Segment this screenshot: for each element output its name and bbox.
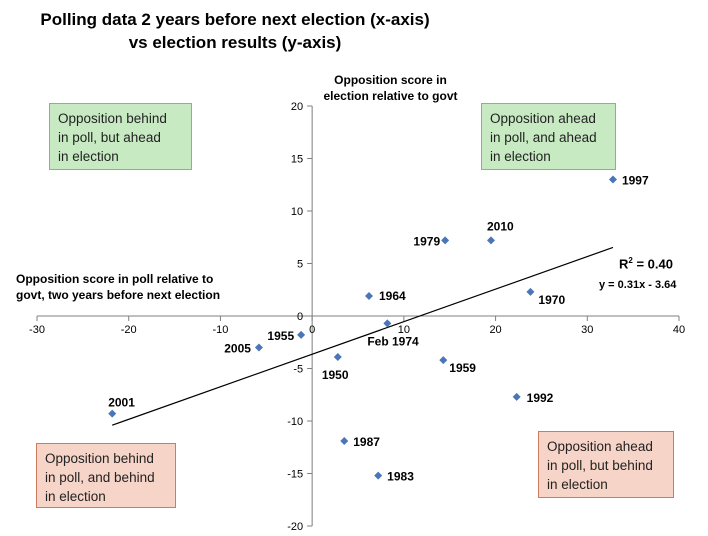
data-label-feb-1974: Feb 1974 [367,334,419,348]
data-label-2010: 2010 [487,219,514,233]
quadrant-bl-line-1: Opposition behind [45,451,154,466]
data-point-2010 [486,236,495,245]
x-tick-label: 10 [398,324,410,336]
x-axis-title-line-2: govt, two years before next election [16,288,221,302]
data-point-2001 [108,409,117,418]
quadrant-br-line-1: Opposition ahead [547,439,653,454]
data-label-2005: 2005 [224,342,251,356]
data-point-1992 [512,392,521,401]
r-squared-label: R2 = 0.40 [619,256,673,271]
r-squared-letter: R [619,256,629,272]
data-label-1997: 1997 [622,174,649,188]
chart-title-line-1: Polling data 2 years before next electio… [40,10,430,29]
data-label-1950: 1950 [322,368,349,382]
quadrant-label-bottom-left: Opposition behind in poll, and behind in… [36,443,176,508]
y-tick-label: -10 [287,416,303,428]
r-squared-sup: 2 [628,256,633,265]
quadrant-tr-line-2: in poll, and ahead [490,130,597,145]
y-axis-title-line-1: Opposition score in [334,73,447,87]
data-label-1979: 1979 [413,234,440,248]
quadrant-bl-line-3: in election [45,489,106,504]
quadrant-label-top-left: Opposition behind in poll, but ahead in … [49,103,192,170]
quadrant-br-line-2: in poll, but behind [547,458,653,473]
r-squared-value: = 0.40 [632,256,673,272]
y-tick-label: 20 [291,101,303,113]
y-tick-label: 0 [297,311,303,323]
y-axis-title: Opposition score in election relative to… [318,72,463,104]
x-tick-label: 30 [581,324,593,336]
trend-equation: y = 0.31x - 3.64 [599,279,677,291]
quadrant-label-bottom-right: Opposition ahead in poll, but behind in … [538,431,674,498]
data-point-1970 [526,287,535,296]
data-point-1959 [439,356,448,365]
quadrant-tr-line-1: Opposition ahead [490,111,596,126]
quadrant-bl-line-2: in poll, and behind [45,470,155,485]
data-point-1997 [608,175,617,184]
chart-title: Polling data 2 years before next electio… [0,8,470,54]
data-label-1970: 1970 [538,293,565,307]
x-tick-label: -30 [29,324,45,336]
x-tick-label: 0 [309,324,315,336]
x-axis-title-line-1: Opposition score in poll relative to [16,272,214,286]
quadrant-tl-line-3: in election [58,149,119,164]
y-tick-label: -20 [287,521,303,533]
x-tick-label: -20 [121,324,137,336]
data-label-1992: 1992 [527,391,554,405]
data-point-1955 [297,330,306,339]
y-axis-title-line-2: election relative to govt [323,89,458,103]
quadrant-br-line-3: in election [547,477,608,492]
y-tick-label: 15 [291,154,303,166]
data-point-feb-1974 [383,319,392,328]
x-tick-label: -10 [212,324,228,336]
data-point-1979 [441,236,450,245]
trendline [112,246,614,426]
x-axis-title: Opposition score in poll relative to gov… [16,271,220,303]
data-label-1987: 1987 [353,435,380,449]
data-label-1964: 1964 [379,289,406,303]
quadrant-label-top-right: Opposition ahead in poll, and ahead in e… [481,103,616,170]
quadrant-tl-line-1: Opposition behind [58,111,167,126]
y-tick-label: 5 [297,259,303,271]
data-point-2005 [254,343,263,352]
quadrant-tr-line-3: in election [490,149,551,164]
x-tick-label: 40 [673,324,685,336]
data-label-1959: 1959 [449,361,476,375]
y-tick-label: 10 [291,206,303,218]
data-point-1983 [374,471,383,480]
data-label-1955: 1955 [267,329,294,343]
y-tick-label: -5 [293,364,303,376]
data-label-2001: 2001 [108,396,135,410]
quadrant-tl-line-2: in poll, but ahead [58,130,161,145]
y-tick-label: -15 [287,469,303,481]
data-point-1964 [365,292,374,301]
x-tick-label: 20 [489,324,501,336]
data-point-1987 [340,436,349,445]
data-point-1950 [333,352,342,361]
data-label-1983: 1983 [387,470,414,484]
chart-title-line-2: vs election results (y-axis) [128,33,342,52]
